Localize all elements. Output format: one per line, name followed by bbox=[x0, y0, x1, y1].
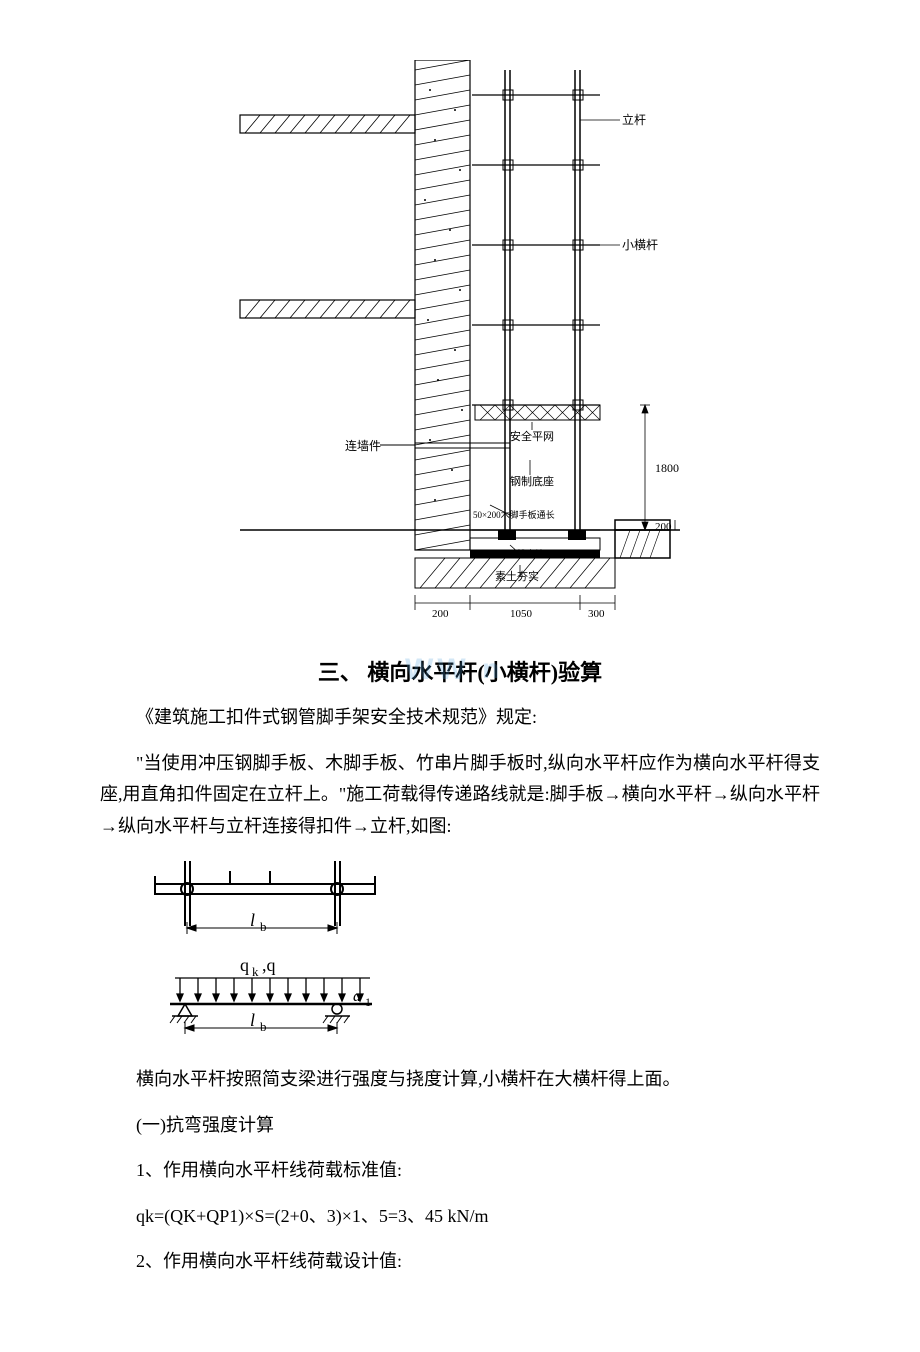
label-paishui: 5%排水坡 bbox=[505, 548, 544, 559]
dim-1050-label: 1050 bbox=[510, 608, 533, 620]
wall-tie bbox=[380, 443, 510, 448]
scaffold-elevation-diagram: 1800 200 200 1050 300 bbox=[100, 60, 820, 625]
vertical-posts bbox=[505, 70, 580, 538]
label-lianqiangjian: 连墙件 bbox=[345, 438, 381, 453]
lb2-b: b bbox=[260, 1019, 267, 1034]
para-7: 2、作用横向水平杆线荷载设计值: bbox=[100, 1246, 820, 1278]
label-ligan: 立杆 bbox=[622, 112, 646, 127]
ground-base bbox=[240, 520, 680, 588]
lb1-b: b bbox=[260, 919, 267, 934]
document-page: 1800 200 200 1050 300 bbox=[0, 0, 920, 1352]
floor-slab-top bbox=[240, 115, 415, 133]
floor-slab-mid bbox=[240, 300, 415, 318]
dim-200r-label: 200 bbox=[655, 521, 672, 533]
para-6: qk=(QK+QP1)×S=(2+0、3)×1、5=3、45 kN/m bbox=[100, 1201, 820, 1233]
qk-q: q bbox=[240, 955, 249, 975]
para-3: 横向水平杆按照简支梁进行强度与挠度计算,小横杆在大横杆得上面。 bbox=[100, 1064, 820, 1096]
a1-a: a bbox=[353, 988, 361, 1005]
qk-q2: ,q bbox=[262, 955, 276, 975]
heading-text: 三、 横向水平杆(小横杆)验算 bbox=[318, 660, 602, 685]
para-2: "当使用冲压钢脚手板、木脚手板、竹串片脚手板时,纵向水平杆应作为横向水平杆得支座… bbox=[100, 748, 820, 843]
section-heading: WW 三、 横向水平杆(小横杆)验算 n bbox=[100, 655, 820, 687]
lb1-l: l bbox=[250, 910, 255, 930]
couplers bbox=[503, 90, 583, 410]
label-gangzhidizuo: 钢制底座 bbox=[510, 474, 554, 488]
para-1: 《建筑施工扣件式钢管脚手架安全技术规范》规定: bbox=[100, 702, 820, 734]
lb2-l: l bbox=[250, 1010, 255, 1030]
label-sutuhangshi: 素土夯实 bbox=[495, 569, 539, 583]
label-xiaohenggan: 小横杆 bbox=[622, 238, 658, 252]
beam-diagram: l b q k ,q bbox=[140, 856, 820, 1046]
qk-k: k bbox=[252, 964, 259, 979]
dim-300-label: 300 bbox=[588, 608, 605, 620]
label-mujiao: 50×200木脚手板通长 bbox=[473, 509, 555, 520]
dim-200-label: 200 bbox=[432, 608, 449, 620]
safety-net bbox=[475, 405, 600, 420]
para-5: 1、作用横向水平杆线荷载标准值: bbox=[100, 1155, 820, 1187]
a1-1: 1 bbox=[365, 995, 371, 1009]
dim-1800-label: 1800 bbox=[655, 461, 679, 475]
label-anquanpingwang: 安全平网 bbox=[510, 429, 554, 443]
wall-column bbox=[415, 60, 470, 550]
dim-1800 bbox=[640, 405, 650, 530]
para-4: (一)抗弯强度计算 bbox=[100, 1110, 820, 1142]
